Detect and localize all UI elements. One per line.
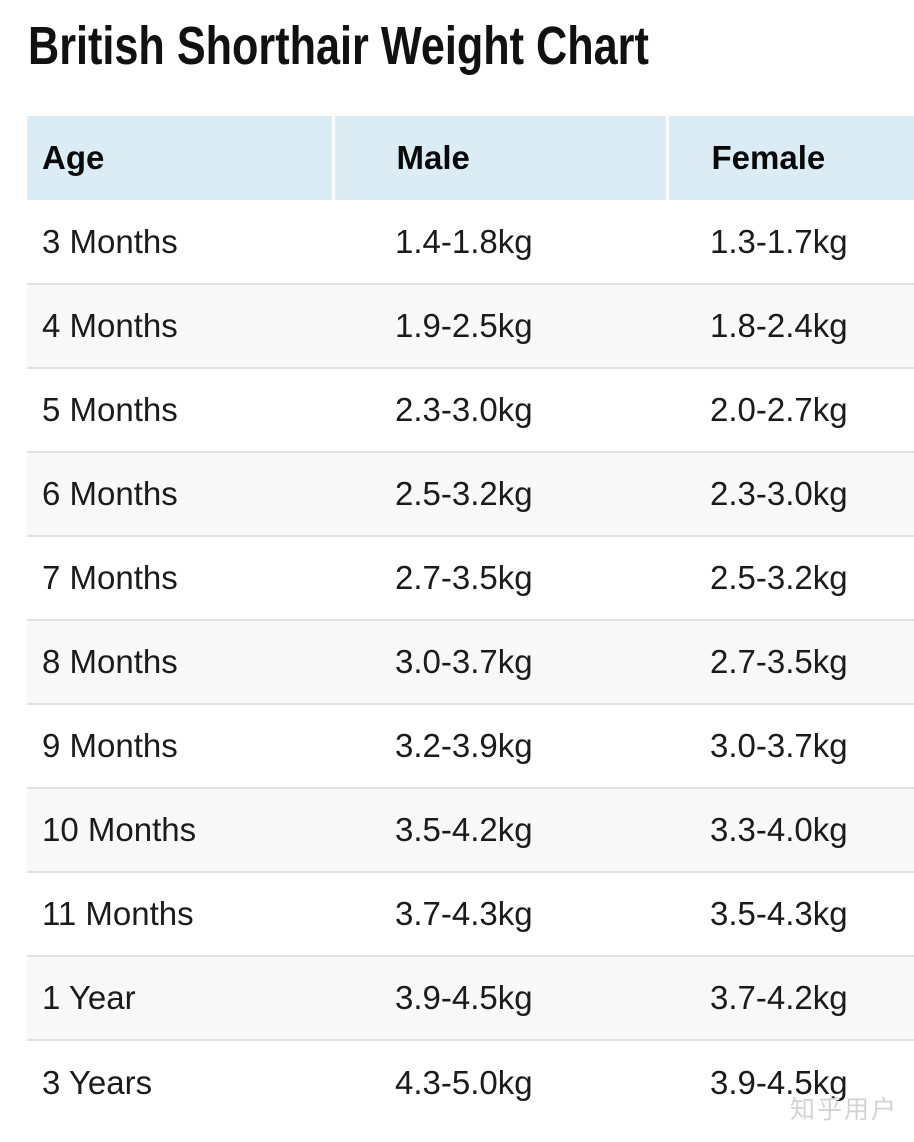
age-cell: 6 Months <box>27 452 333 537</box>
table-row: 6 Months 2.5-3.2kg 2.3-3.0kg <box>27 452 914 537</box>
male-cell: 1.9-2.5kg <box>333 284 667 369</box>
male-cell: 4.3-5.0kg <box>333 1040 667 1124</box>
table-row: 11 Months 3.7-4.3kg 3.5-4.3kg <box>27 872 914 957</box>
female-cell: 3.0-3.7kg <box>667 704 914 789</box>
male-cell: 3.2-3.9kg <box>333 704 667 789</box>
female-cell: 2.3-3.0kg <box>667 452 914 537</box>
age-cell: 3 Years <box>27 1040 333 1124</box>
age-cell: 1 Year <box>27 956 333 1041</box>
table-row: 10 Months 3.5-4.2kg 3.3-4.0kg <box>27 788 914 873</box>
female-cell: 2.7-3.5kg <box>667 620 914 705</box>
zhihu-user-watermark: 知乎用户 <box>789 1096 898 1124</box>
table-body: 3 Months 1.4-1.8kg 1.3-1.7kg 4 Months 1.… <box>27 200 914 1124</box>
page-title: British Shorthair Weight Chart <box>28 16 649 76</box>
age-cell: 10 Months <box>27 788 333 873</box>
weight-table: Age Male Female 3 Months 1.4-1.8kg 1.3-1… <box>27 116 914 1124</box>
female-cell: 1.8-2.4kg <box>667 284 914 369</box>
table-row: 5 Months 2.3-3.0kg 2.0-2.7kg <box>27 368 914 453</box>
age-cell: 8 Months <box>27 620 333 705</box>
female-cell: 1.3-1.7kg <box>667 200 914 285</box>
female-cell: 3.5-4.3kg <box>667 872 914 957</box>
table-header: Age Male Female <box>27 116 914 200</box>
age-cell: 7 Months <box>27 536 333 621</box>
female-cell: 2.0-2.7kg <box>667 368 914 453</box>
male-cell: 3.9-4.5kg <box>333 956 667 1041</box>
age-cell: 5 Months <box>27 368 333 453</box>
table-row: 3 Years 4.3-5.0kg 3.9-4.5kg <box>27 1040 914 1124</box>
male-cell: 2.3-3.0kg <box>333 368 667 453</box>
age-cell: 11 Months <box>27 872 333 957</box>
column-header-female: Female <box>665 116 914 200</box>
table-row: 7 Months 2.7-3.5kg 2.5-3.2kg <box>27 536 914 621</box>
male-cell: 3.0-3.7kg <box>333 620 667 705</box>
male-cell: 3.7-4.3kg <box>333 872 667 957</box>
table-row: 1 Year 3.9-4.5kg 3.7-4.2kg <box>27 956 914 1041</box>
header-row: Age Male Female <box>27 116 914 200</box>
female-cell: 3.9-4.5kg <box>667 1040 914 1124</box>
table-row: 3 Months 1.4-1.8kg 1.3-1.7kg <box>27 200 914 285</box>
male-cell: 3.5-4.2kg <box>333 788 667 873</box>
female-cell: 3.7-4.2kg <box>667 956 914 1041</box>
age-cell: 9 Months <box>27 704 333 789</box>
male-cell: 1.4-1.8kg <box>333 200 667 285</box>
column-header-age: Age <box>27 116 333 200</box>
table-row: 8 Months 3.0-3.7kg 2.7-3.5kg <box>27 620 914 705</box>
female-cell: 2.5-3.2kg <box>667 536 914 621</box>
male-cell: 2.5-3.2kg <box>333 452 667 537</box>
female-cell: 3.3-4.0kg <box>667 788 914 873</box>
age-cell: 4 Months <box>27 284 333 369</box>
column-header-male: Male <box>331 116 667 200</box>
table-row: 9 Months 3.2-3.9kg 3.0-3.7kg <box>27 704 914 789</box>
male-cell: 2.7-3.5kg <box>333 536 667 621</box>
table-row: 4 Months 1.9-2.5kg 1.8-2.4kg <box>27 284 914 369</box>
age-cell: 3 Months <box>27 200 333 285</box>
